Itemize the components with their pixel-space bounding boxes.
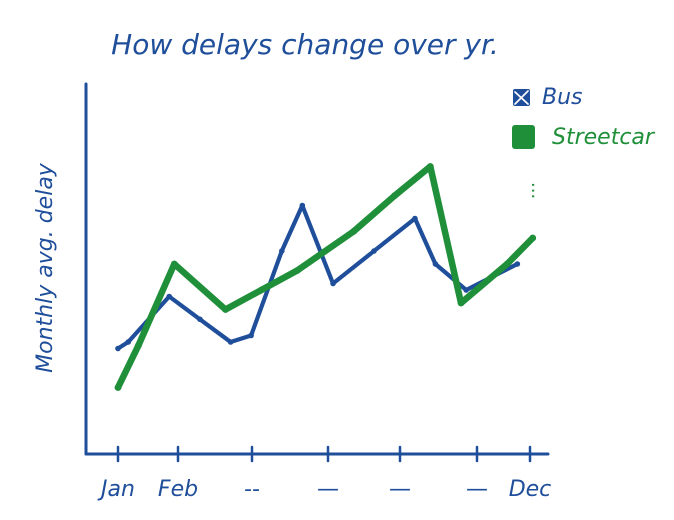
legend: Bus Streetcar ...: [512, 85, 656, 199]
series-streetcar-point-8: [426, 163, 434, 170]
series-streetcar-point-10: [503, 260, 511, 268]
series-streetcar-point-11: [529, 234, 537, 242]
legend-bus-swatch-mark: [514, 90, 529, 105]
series-bus-point-3: [197, 316, 203, 323]
series-bus-point-9: [371, 248, 377, 254]
series-streetcar-point-7: [391, 192, 398, 200]
x-tick-label-6: Dec: [509, 477, 552, 502]
series-streetcar-point-6: [350, 228, 357, 235]
series-bus-point-4: [227, 339, 234, 345]
legend-annotation: ...: [527, 182, 548, 199]
series-streetcar-point-9: [457, 299, 465, 307]
x-tick-label-1: Feb: [158, 477, 198, 502]
series-bus-point-10: [412, 215, 418, 222]
x-tick-labels: Jan Feb -- — — — Dec: [97, 477, 551, 502]
x-tick-label-4: —: [389, 477, 411, 502]
series-streetcar-point-5: [293, 267, 301, 274]
series-streetcar-line: [114, 163, 536, 391]
series-bus-point-1: [125, 339, 132, 345]
series-streetcar-point-3: [222, 306, 229, 313]
series-streetcar-point-0: [114, 384, 122, 391]
series-streetcar-point-1: [135, 341, 142, 349]
series-bus: [115, 202, 521, 352]
x-tick-label-2: --: [244, 477, 260, 502]
x-tick-label-5: —: [466, 477, 488, 502]
legend-streetcar-swatch: [512, 125, 535, 149]
series-streetcar-point-2: [170, 260, 178, 268]
series-streetcar: [114, 163, 537, 391]
series-bus-point-11: [432, 261, 439, 267]
series-bus-point-6: [279, 248, 285, 254]
series-bus-line: [115, 203, 520, 351]
series-streetcar-point-4: [257, 286, 265, 294]
series-bus-point-2: [166, 293, 172, 300]
series-bus-point-0: [115, 345, 121, 352]
x-tick-label-3: —: [317, 477, 339, 502]
series-bus-point-5: [248, 332, 254, 339]
series-bus-point-8: [330, 280, 336, 287]
series-bus-point-13: [514, 261, 521, 267]
legend-bus-label: Bus: [542, 85, 583, 110]
x-ticks: [116, 445, 532, 463]
x-tick-label-0: Jan: [97, 477, 135, 502]
legend-streetcar-label: Streetcar: [552, 125, 656, 150]
chart-title: How delays change over yr.: [111, 28, 499, 61]
series-bus-point-7: [299, 202, 306, 209]
y-axis-label: Monthly avg. delay: [33, 162, 58, 373]
series-bus-point-12: [463, 287, 469, 293]
